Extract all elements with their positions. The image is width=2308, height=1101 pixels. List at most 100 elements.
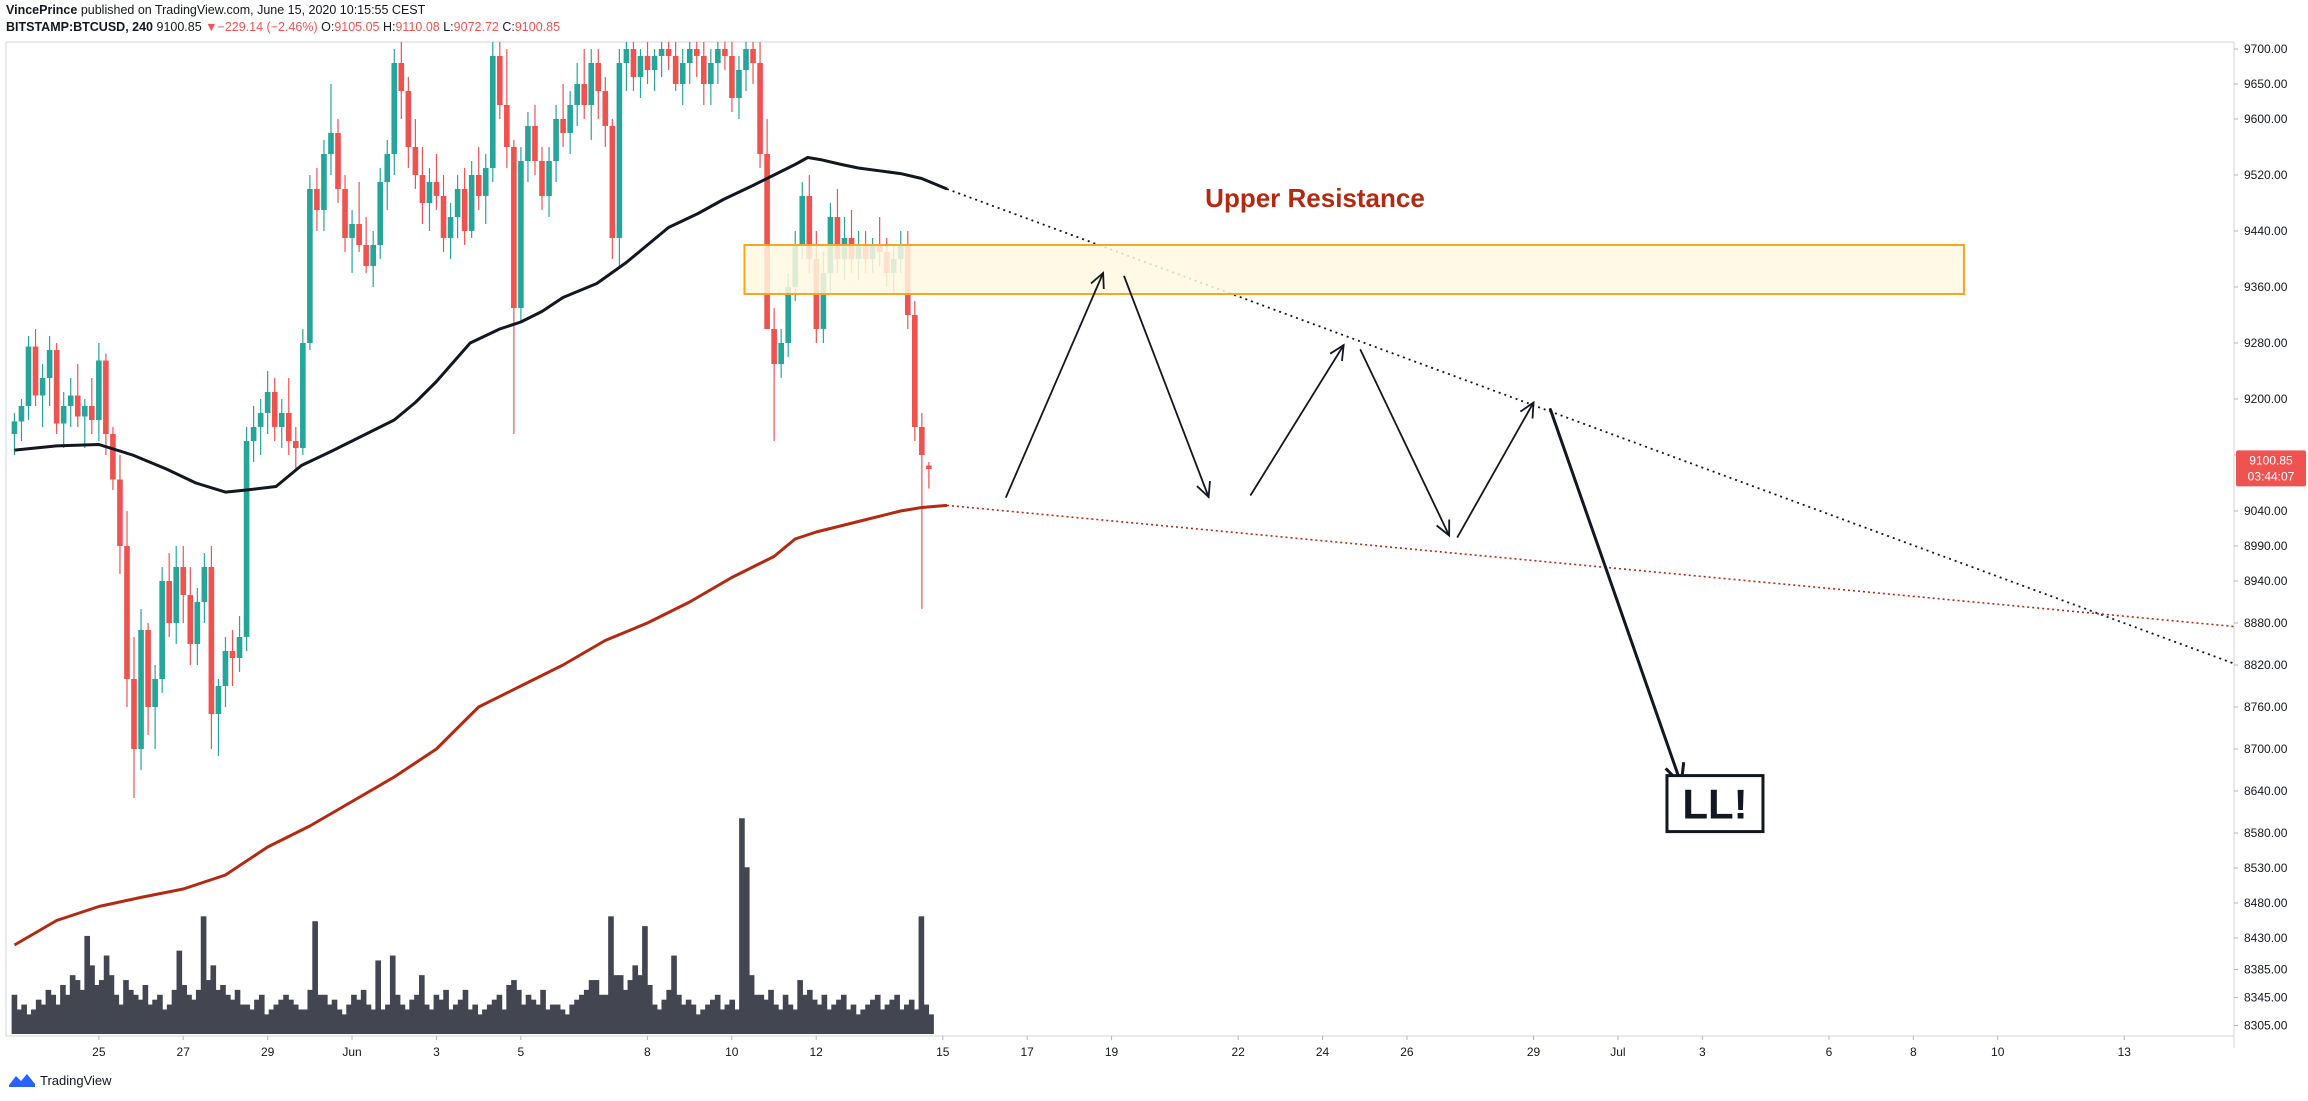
candle-body — [194, 602, 201, 644]
volume-bar — [263, 1014, 270, 1034]
candle-body — [89, 406, 95, 420]
volume-bar — [35, 999, 42, 1034]
candle-body — [672, 56, 679, 84]
volume-bar — [739, 818, 745, 1034]
candle-body — [616, 63, 623, 238]
volume-bar — [210, 965, 217, 1034]
candle-body — [60, 406, 67, 424]
candle-body — [489, 56, 496, 168]
candle-body — [912, 315, 918, 427]
candle-body — [166, 581, 173, 623]
volume-bar — [511, 980, 517, 1034]
volume-bar — [69, 975, 76, 1034]
volume-bar — [923, 1004, 930, 1034]
volume-bar — [705, 1004, 711, 1034]
volume-bar — [773, 1004, 779, 1034]
volume-bar — [816, 1004, 823, 1034]
volume-bar — [574, 999, 580, 1034]
close-label: C: — [502, 20, 515, 34]
candle-body — [644, 56, 651, 70]
volume-bar — [26, 1014, 32, 1034]
open-value: 9105.05 — [334, 20, 380, 34]
candle-body — [173, 567, 180, 623]
candle-body — [363, 245, 369, 266]
volume-bar — [409, 999, 415, 1034]
volume-bar — [710, 999, 716, 1034]
time-tick-label: 8 — [644, 1045, 651, 1059]
volume-bar — [312, 921, 318, 1034]
publish-line: VincePrince published on TradingView.com… — [6, 2, 560, 19]
candle-body — [81, 406, 88, 417]
price-tick-label: 8990.00 — [2244, 539, 2288, 553]
time-tick-label: 5 — [517, 1045, 524, 1059]
candle-body — [117, 479, 123, 546]
volume-bar — [360, 989, 367, 1034]
volume-bar — [205, 980, 212, 1034]
publisher-name[interactable]: VincePrince — [6, 3, 78, 17]
price-tick-label: 9280.00 — [2244, 336, 2288, 350]
candle-body — [328, 133, 334, 154]
volume-bar — [850, 1004, 857, 1034]
volume-bar — [613, 975, 619, 1034]
volume-bar — [302, 1009, 309, 1034]
candle-body — [778, 343, 784, 364]
time-tick-label: 15 — [936, 1045, 950, 1059]
price-tick-label: 9700.00 — [2244, 42, 2288, 56]
candle-body — [525, 126, 531, 161]
volume-bar — [351, 994, 357, 1034]
candle-body — [18, 406, 25, 422]
volume-bar — [195, 989, 202, 1034]
volume-bar — [414, 994, 420, 1034]
volume-bar — [579, 994, 585, 1034]
candle-body — [419, 175, 426, 203]
volume-bar — [671, 955, 677, 1034]
volume-bar — [45, 989, 52, 1034]
time-tick-label: 17 — [1020, 1045, 1034, 1059]
open-label: O: — [321, 20, 335, 34]
price-tick-label: 8305.00 — [2244, 1019, 2288, 1033]
volume-bar — [443, 989, 449, 1034]
high-label: H: — [382, 20, 396, 34]
volume-bar — [676, 994, 682, 1034]
candle-body — [658, 49, 665, 56]
volume-bar — [132, 994, 139, 1034]
volume-bar — [748, 975, 755, 1034]
volume-bar — [273, 1004, 280, 1034]
volume-bar — [171, 989, 178, 1034]
footer-brand[interactable]: TradingView — [40, 1072, 112, 1088]
volume-bar — [928, 1014, 934, 1034]
candle-body — [623, 49, 630, 63]
volume-bar — [632, 965, 639, 1034]
annotation-label: LL! — [1682, 781, 1747, 828]
volume-bar — [874, 994, 881, 1034]
price-tick-label: 8880.00 — [2244, 616, 2288, 630]
volume-bar — [753, 994, 760, 1034]
candle-body — [757, 63, 763, 154]
volume-bar — [598, 994, 605, 1034]
volume-bar — [225, 994, 231, 1034]
volume-bar — [583, 989, 590, 1034]
volume-bar — [496, 994, 503, 1034]
time-tick-label: 25 — [92, 1045, 106, 1059]
candle-body — [440, 196, 447, 238]
volume-bar — [642, 926, 648, 1034]
volume-bar — [50, 994, 57, 1034]
candle-body — [300, 343, 306, 448]
candle-body — [834, 217, 841, 259]
candle-body — [504, 105, 510, 147]
price-tick-label: 9360.00 — [2244, 280, 2288, 294]
candle-body — [96, 360, 102, 420]
time-tick-label: 22 — [1231, 1045, 1245, 1059]
tradingview-logo-icon[interactable] — [8, 1072, 36, 1088]
volume-bar — [229, 999, 236, 1034]
candle-body — [53, 350, 60, 424]
volume-bar — [554, 1004, 561, 1034]
volume-bar — [569, 1004, 575, 1034]
candle-body — [152, 679, 158, 707]
volume-bar — [346, 1004, 352, 1034]
volume-bar — [438, 999, 445, 1034]
ohlc-line: BITSTAMP:BTCUSD, 240 9100.85 ▼−229.14 (−… — [6, 19, 560, 36]
volume-bar — [700, 1009, 706, 1034]
close-value: 9100.85 — [514, 20, 561, 34]
